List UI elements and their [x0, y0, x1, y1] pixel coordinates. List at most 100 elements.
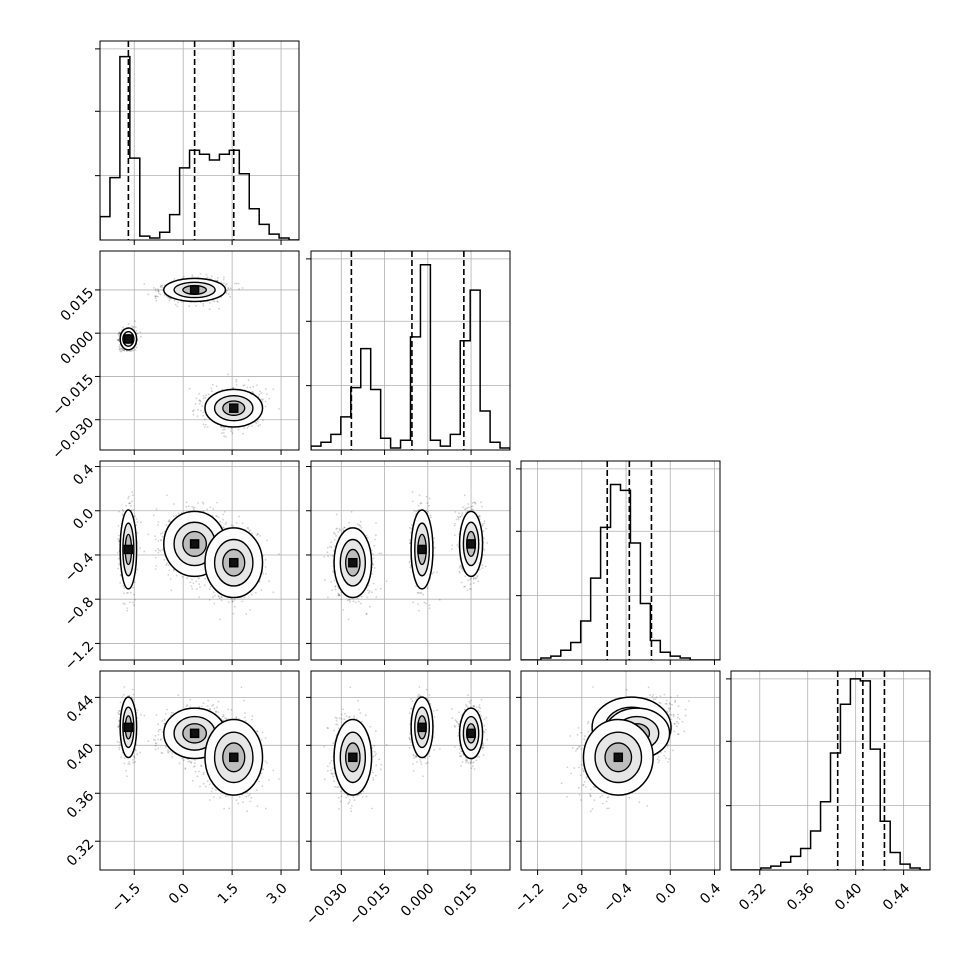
sample-point	[154, 295, 157, 297]
sample-point	[216, 501, 219, 504]
sample-point	[166, 494, 168, 497]
sample-point	[120, 349, 123, 351]
sample-point	[133, 604, 135, 606]
sample-point	[209, 586, 212, 588]
sample-point	[247, 379, 250, 382]
sample-point	[232, 612, 235, 615]
sample-point	[134, 581, 136, 584]
sample-point	[262, 419, 264, 421]
sample-point	[185, 505, 188, 508]
sample-point	[204, 396, 207, 399]
sample-point	[197, 577, 200, 579]
sample-point	[118, 562, 121, 565]
sample-point	[130, 509, 133, 512]
sample-point	[212, 508, 215, 510]
sample-point	[154, 289, 157, 292]
sample-point	[173, 278, 176, 280]
sample-point	[255, 422, 258, 425]
sample-point	[195, 304, 197, 307]
sample-point	[168, 299, 171, 302]
sample-point	[176, 574, 178, 577]
sample-point	[249, 609, 252, 611]
sample-point	[266, 393, 268, 396]
sample-point	[158, 292, 160, 295]
sample-point	[222, 518, 224, 521]
sample-point	[157, 521, 160, 523]
sample-point	[121, 328, 123, 331]
sample-point	[202, 415, 205, 417]
sample-point	[246, 526, 249, 529]
density-peak-1	[189, 285, 200, 295]
sample-point	[231, 432, 234, 435]
sample-point	[191, 275, 194, 278]
panel-p1-p1	[306, 250, 511, 455]
sample-point	[261, 400, 264, 402]
sample-point	[122, 513, 124, 515]
sample-point	[159, 532, 162, 535]
sample-point	[230, 430, 233, 432]
sample-point	[251, 532, 253, 535]
sample-point	[121, 347, 123, 350]
sample-point	[157, 295, 159, 298]
sample-point	[167, 564, 170, 567]
sample-point	[191, 578, 194, 581]
sample-point	[123, 592, 126, 595]
sample-point	[172, 515, 175, 518]
sample-point	[230, 428, 233, 430]
sample-point	[128, 350, 131, 353]
contours-p0-p1	[119, 277, 264, 428]
sample-point	[225, 283, 228, 285]
sample-point	[202, 397, 205, 400]
sample-point	[216, 301, 219, 303]
sample-point	[157, 290, 160, 293]
sample-point	[157, 540, 160, 542]
sample-point	[223, 435, 226, 438]
grid-p1-p1	[311, 251, 510, 450]
sample-point	[256, 384, 258, 386]
sample-point	[185, 501, 188, 504]
sample-point	[126, 607, 129, 610]
sample-point	[117, 534, 120, 537]
sample-point	[217, 516, 220, 519]
sample-point	[198, 596, 201, 598]
sample-point	[130, 591, 132, 594]
sample-point	[249, 386, 252, 389]
sample-point	[157, 289, 160, 292]
sample-point	[121, 347, 123, 350]
sample-point	[191, 588, 194, 590]
sample-point	[121, 508, 124, 511]
sample-point	[266, 539, 268, 542]
sample-point	[251, 391, 254, 393]
sample-point	[212, 383, 214, 386]
sample-point	[119, 347, 121, 350]
sample-point	[155, 565, 158, 567]
sample-point	[208, 588, 211, 591]
sample-point	[131, 601, 134, 604]
sample-point	[215, 385, 218, 388]
sample-point	[225, 292, 228, 294]
sample-point	[168, 519, 171, 522]
sample-point	[126, 609, 128, 612]
sample-point	[243, 427, 246, 430]
sample-point	[135, 346, 138, 349]
sample-point	[233, 598, 236, 601]
sample-point	[118, 334, 120, 337]
sample-point	[128, 502, 131, 505]
sample-point	[132, 326, 134, 329]
sample-point	[165, 524, 168, 526]
sample-point	[278, 408, 280, 410]
sample-point	[219, 618, 221, 621]
sample-point	[129, 601, 131, 604]
sample-point	[161, 535, 164, 538]
sample-point	[214, 594, 216, 597]
sample-point	[118, 345, 121, 348]
density-peak-0	[123, 334, 134, 344]
sample-point	[202, 502, 205, 505]
sample-point	[227, 601, 230, 604]
sample-point	[226, 289, 228, 292]
sample-point	[161, 532, 164, 534]
sample-point	[125, 505, 127, 507]
sample-point	[158, 549, 160, 552]
sample-point	[218, 597, 221, 600]
sample-point	[232, 387, 234, 389]
